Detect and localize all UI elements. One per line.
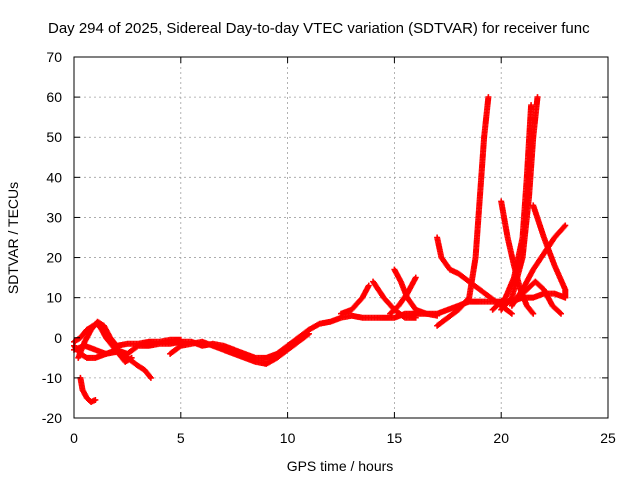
data-point-marker	[305, 330, 312, 337]
y-tick-label: 40	[46, 169, 62, 185]
series-trace-14	[498, 94, 541, 313]
x-tick-label: 0	[70, 430, 78, 446]
y-tick-label: 10	[46, 290, 62, 306]
data-point-marker	[412, 274, 419, 281]
data-point-marker	[412, 314, 419, 321]
x-tick-label: 5	[177, 430, 185, 446]
y-tick-label: -10	[42, 370, 62, 386]
data-point-marker	[485, 94, 492, 101]
series-trace-15	[530, 202, 569, 301]
data-point-marker	[556, 309, 563, 316]
chart-title: Day 294 of 2025, Sidereal Day-to-day VTE…	[48, 20, 590, 37]
data-point-marker	[304, 331, 311, 338]
data-point-marker	[528, 102, 535, 109]
data-point-marker	[529, 309, 536, 316]
y-axis-label: SDTVAR / TECUs	[5, 182, 21, 294]
y-tick-label: 50	[46, 129, 62, 145]
series-trace-2	[77, 374, 99, 405]
data-point-marker	[434, 312, 441, 319]
data-point-marker	[561, 223, 568, 230]
series-trace-18	[167, 330, 312, 367]
y-tick-label: -20	[42, 410, 62, 426]
series-trace-11	[434, 94, 492, 329]
y-tick-label: 30	[46, 209, 62, 225]
data-point-marker	[177, 336, 184, 343]
series-trace-16	[508, 222, 569, 309]
series-trace-6	[338, 282, 372, 317]
y-tick-label: 20	[46, 250, 62, 266]
series-trace-10	[434, 234, 515, 317]
series-trace-19	[113, 336, 184, 349]
series-trace-4	[71, 342, 154, 381]
series-trace-9	[387, 274, 419, 317]
series-trace-13	[498, 198, 537, 317]
data-point-marker	[508, 310, 515, 317]
series-trace-17	[515, 278, 565, 317]
x-tick-label: 15	[387, 430, 403, 446]
data-point-marker	[562, 294, 569, 301]
x-axis-label: GPS time / hours	[287, 458, 394, 474]
x-tick-label: 20	[493, 430, 509, 446]
y-tick-label: 0	[54, 330, 62, 346]
y-tick-label: 60	[46, 89, 62, 105]
data-point-marker	[530, 310, 537, 317]
data-point-marker	[534, 94, 541, 101]
data-point-marker	[507, 309, 514, 316]
data-point-marker	[147, 374, 154, 381]
data-point-marker	[146, 373, 153, 380]
x-tick-label: 10	[280, 430, 296, 446]
y-tick-label: 70	[46, 49, 62, 65]
axis-ticks: 0 5 10 15 20 25 -20 -10 0 10 20 30 40 50 60 70	[42, 49, 616, 446]
data-series	[71, 94, 569, 405]
data-point-marker	[365, 282, 372, 289]
data-point-marker	[558, 310, 565, 317]
x-tick-label: 25	[600, 430, 616, 446]
data-point-marker	[92, 396, 99, 403]
data-point-marker	[562, 222, 569, 229]
plot-frame	[73, 56, 609, 419]
